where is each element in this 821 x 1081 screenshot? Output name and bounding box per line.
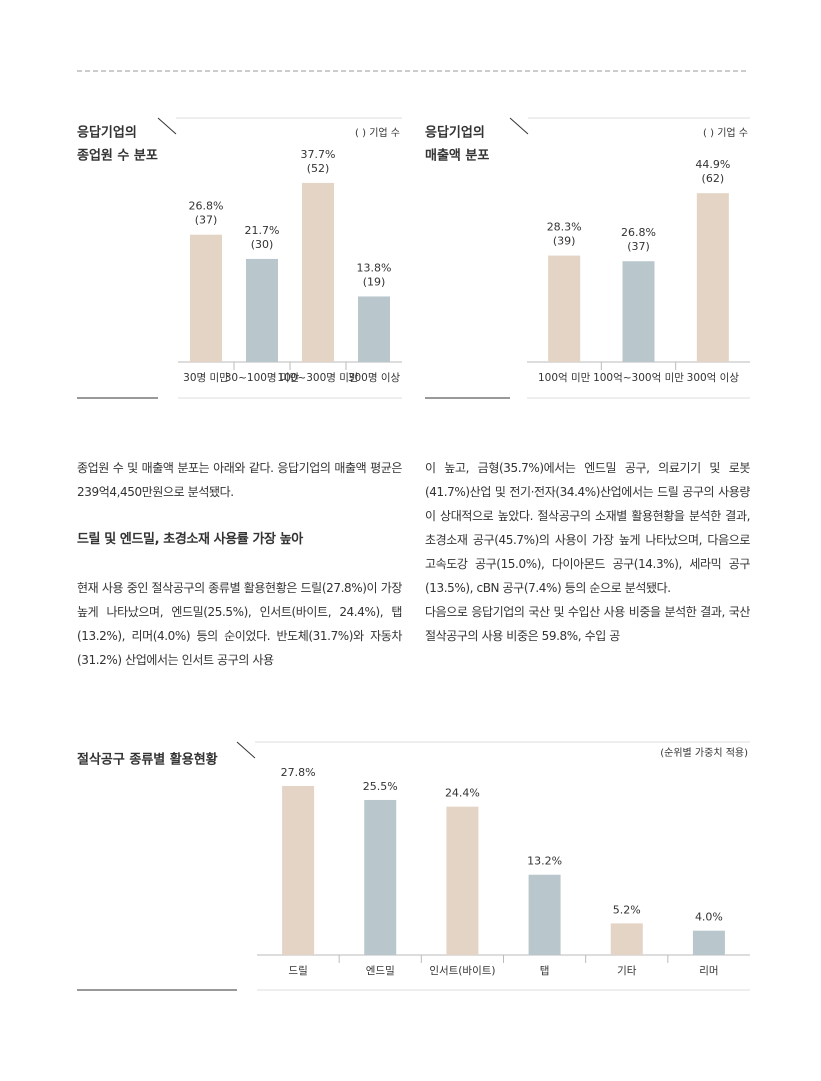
note: (순위별 가중치 적용) [660,746,748,759]
chart-title: 매출액 분포 [425,148,489,164]
count-label: (52) [307,162,330,175]
value-label: 24.4% [445,787,480,800]
x-tick-label: 300억 이상 [687,372,740,384]
bar [610,923,643,955]
bar [692,930,725,955]
count-label: (62) [702,172,725,185]
x-tick-label: 300명 이상 [348,372,401,384]
bar [282,785,315,955]
left-column: 종업원 수 및 매출액 분포는 아래와 같다. 응답기업의 매출액 평균은 23… [77,456,402,672]
x-tick-label: 엔드밀 [366,965,395,977]
count-label: (30) [251,238,274,251]
chart-title: 응답기업의 [425,125,485,141]
bar [696,193,729,362]
x-tick-label: 30~100명 미만 [225,372,300,384]
chart-title: 종업원 수 분포 [77,149,158,164]
value-label: 4.0% [695,911,723,924]
value-label: 28.3% [547,221,582,234]
x-tick-label: 30명 미만 [183,372,229,384]
bar [528,874,561,955]
decoration [236,741,256,759]
value-label: 26.8% [189,200,224,213]
value-label: 44.9% [695,158,730,171]
bar [246,258,278,362]
chart-title: 절삭공구 종류별 활용현황 [77,752,218,768]
note: ( ) 기업 수 [703,126,748,139]
subheading: 드릴 및 엔드밀, 초경소재 사용률 가장 높아 [77,532,303,547]
value-label: 13.8% [357,261,392,274]
value-label: 13.2% [527,855,562,868]
paragraph: 현재 사용 중인 절삭공구의 종류별 활용현황은 드릴(27.8%)이 가장 높… [77,581,402,667]
count-label: (39) [553,235,576,248]
x-tick-label: 리머 [699,965,718,977]
x-tick-label: 100억 미만 [538,372,591,384]
paragraph: 다음으로 응답기업의 국산 및 수입산 사용 비중을 분석한 결과, 국산 절삭… [425,605,750,643]
value-label: 27.8% [281,766,316,779]
paragraph: 이 높고, 금형(35.7%)에서는 엔드밀 공구, 의료기기 및 로봇(41.… [425,461,750,595]
bar [358,296,390,362]
bar [622,261,655,362]
count-label: (19) [363,275,386,288]
chart-title: 응답기업의 [77,125,137,141]
x-tick-label: 탭 [540,965,550,977]
count-label: (37) [195,214,218,227]
value-label: 5.2% [613,903,641,916]
decoration [509,117,529,135]
x-tick-label: 인서트(바이트) [429,965,495,977]
count-label: (37) [627,240,650,253]
value-label: 26.8% [621,226,656,239]
decoration [157,117,177,135]
value-label: 37.7% [301,148,336,161]
x-tick-label: 100~300명 미만 [277,372,359,384]
note: ( ) 기업 수 [355,126,400,139]
value-label: 21.7% [245,224,280,237]
x-tick-label: 드릴 [288,964,307,977]
value-label: 25.5% [363,780,398,793]
bar [548,255,581,362]
x-tick-label: 100억~300억 미만 [593,372,684,384]
bar [446,806,479,955]
paragraph: 종업원 수 및 매출액 분포는 아래와 같다. 응답기업의 매출액 평균은 23… [77,461,402,499]
x-tick-label: 기타 [617,965,637,977]
bar [190,234,222,362]
bar [302,182,334,362]
bar [364,799,397,955]
right-column: 이 높고, 금형(35.7%)에서는 엔드밀 공구, 의료기기 및 로봇(41.… [425,456,750,648]
